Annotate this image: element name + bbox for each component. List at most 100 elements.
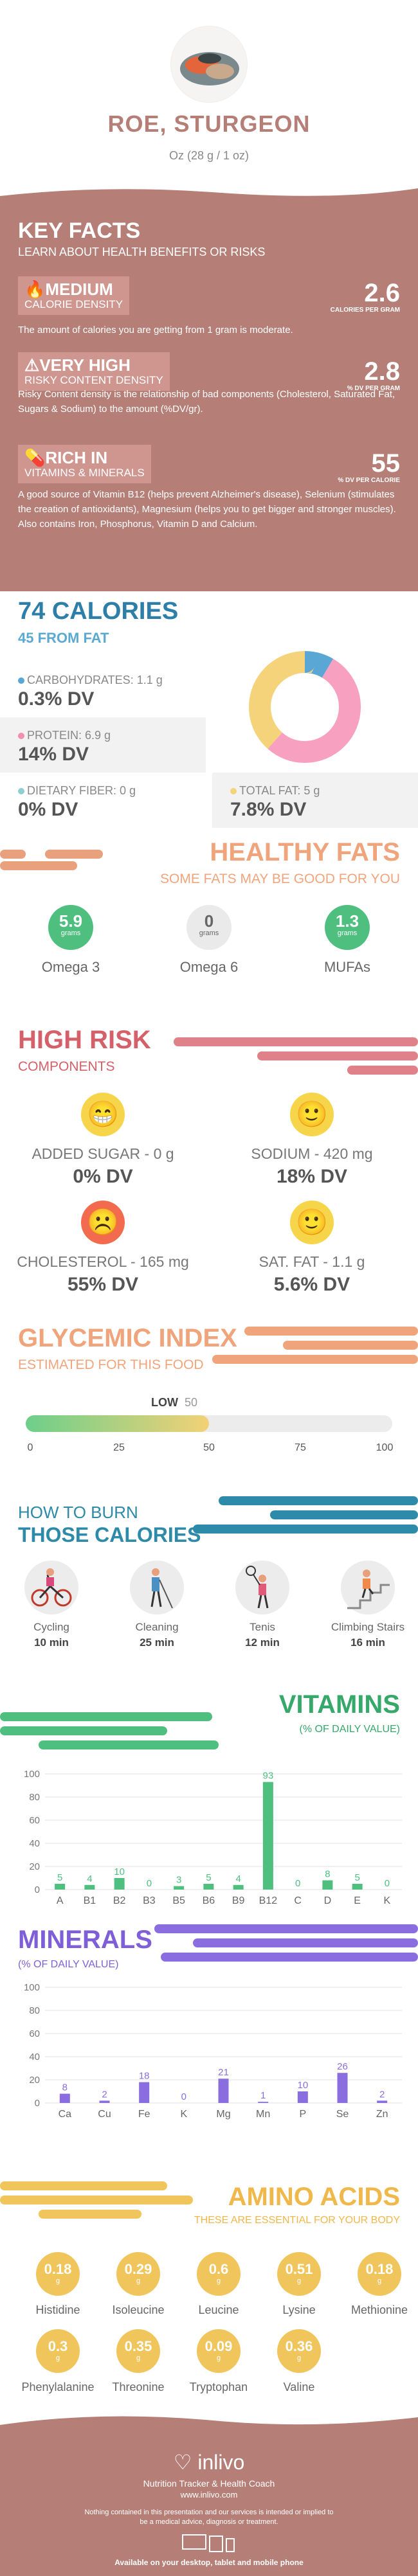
amino-circle: 0.35 g <box>116 2329 160 2373</box>
nutrient-fiber: DIETARY FIBER: 0 g 0% DV <box>18 784 136 820</box>
cholesterol-dv: 55% DV <box>67 1274 139 1295</box>
amino-circle: 0.51 g <box>277 2252 321 2296</box>
cycling-label: Cycling <box>33 1621 69 1633</box>
vitamins-minerals-label: 💊RICH IN VITAMINS & MINERALS <box>18 445 151 483</box>
healthy-fats-title: HEALTHY FATS <box>210 838 400 866</box>
bar-value-label: 0 <box>147 1878 152 1889</box>
calories-donut-chart <box>249 651 361 763</box>
bar-value-label: 8 <box>325 1869 330 1880</box>
stairs-icon <box>341 1561 395 1614</box>
calorie-density-desc: The amount of calories you are getting f… <box>18 325 293 335</box>
mufas-circle: 1.3 grams <box>325 905 370 950</box>
bar-B5 <box>174 1886 185 1890</box>
bar-value-label: 18 <box>139 2071 150 2082</box>
amino-label: Phenylalanine <box>21 2381 95 2393</box>
cholesterol-face-icon: ☹️ <box>81 1201 125 1244</box>
stripe <box>193 1938 418 1947</box>
omega6-circle: 0 grams <box>186 905 232 950</box>
tick-label: 25 <box>113 1442 125 1453</box>
brand-logo[interactable]: ♡ inlivo <box>173 2451 245 2474</box>
tennis-icon <box>235 1561 289 1614</box>
x-tick-label: Ca <box>59 2109 72 2120</box>
added-sugar-face-icon: 😁 <box>81 1093 125 1136</box>
omega3-circle: 5.9 grams <box>48 905 93 950</box>
amino-label: Tryptophan <box>189 2381 248 2393</box>
bar-value-label: 5 <box>206 1872 211 1883</box>
stairs-label: Climbing Stairs <box>331 1621 405 1633</box>
bar-value-label: 21 <box>218 2067 229 2078</box>
bar-Cu <box>99 2100 110 2103</box>
wave-divider <box>0 2411 418 2425</box>
sat-fat-dv: 5.6% DV <box>273 1274 350 1295</box>
stripe <box>193 1525 418 1534</box>
stripe <box>0 850 26 859</box>
amino-label: Isoleucine <box>112 2303 165 2316</box>
minerals-bar-chart: 100 80 60 40 20 0 8 Ca 2 Cu 18 Fe 0 K 21 Mg 1 Mn 10 P 26 Se 2 Z… <box>24 1982 402 2120</box>
x-tick-label: A <box>57 1895 64 1906</box>
calories-title: 74 CALORIES <box>18 598 179 625</box>
omega3-label: Omega 3 <box>41 959 100 975</box>
bar-Fe <box>139 2082 150 2103</box>
nutrient-protein: PROTEIN: 6.9 g 14% DV <box>0 717 206 773</box>
y-tick-label: 20 <box>29 2075 40 2086</box>
vitamins-minerals-value: 55 % DV PER CALORIE <box>338 449 400 484</box>
minerals-subtitle: (% OF DAILY VALUE) <box>18 1959 119 1970</box>
x-tick-label: Cu <box>98 2109 111 2120</box>
bar-B9 <box>233 1884 244 1890</box>
bar-D <box>322 1880 333 1890</box>
tick-label: 0 <box>27 1442 33 1453</box>
x-tick-label: Fe <box>138 2109 150 2120</box>
healthy-fats-subtitle: SOME FATS MAY BE GOOD FOR YOU <box>159 872 400 886</box>
sat-fat-label: SAT. FAT - 1.1 g <box>259 1253 365 1270</box>
y-tick-label: 80 <box>29 1792 40 1803</box>
bar-E <box>352 1884 363 1890</box>
bar-value-label: 10 <box>297 2080 308 2091</box>
donut-slice-fat <box>249 651 361 763</box>
x-tick-label: B2 <box>113 1895 126 1906</box>
x-tick-label: Mg <box>216 2109 230 2120</box>
heart-icon: ♡ <box>173 2451 192 2474</box>
food-image <box>170 26 248 103</box>
added-sugar-label: ADDED SUGAR - 0 g <box>32 1145 174 1162</box>
y-tick-label: 0 <box>35 2098 40 2109</box>
bar-value-label: 10 <box>114 1866 125 1877</box>
bar-value-label: 8 <box>62 2082 68 2093</box>
bar-Mg <box>218 2079 229 2103</box>
dot-icon <box>18 733 24 739</box>
amino-circle: 0.29 g <box>116 2252 160 2296</box>
stripe <box>39 2210 141 2219</box>
bar-value-label: 93 <box>263 1771 274 1782</box>
x-tick-label: B9 <box>232 1895 245 1906</box>
bar-value-label: 2 <box>102 2089 107 2100</box>
cycling-time: 10 min <box>34 1636 69 1649</box>
amino-circle: 0.3 g <box>36 2329 80 2373</box>
wave-divider <box>0 179 418 196</box>
tick-label: 50 <box>203 1442 215 1453</box>
serving-size: Oz (28 g / 1 oz) <box>168 149 250 162</box>
x-tick-label: B12 <box>259 1895 278 1906</box>
key-facts-section: KEY FACTS LEARN ABOUT HEALTH BENEFITS OR… <box>0 179 418 591</box>
minerals-title: MINERALS <box>18 1926 152 1954</box>
footer: ♡ inlivo Nutrition Tracker & Health Coac… <box>0 2411 418 2576</box>
bar-value-label: 26 <box>337 2061 348 2072</box>
bar-Zn <box>377 2100 388 2103</box>
tennis-label: Tenis <box>250 1621 275 1633</box>
y-tick-label: 100 <box>24 1769 40 1780</box>
bar-value-label: 3 <box>176 1875 181 1886</box>
cleaning-icon <box>130 1561 184 1614</box>
y-tick-label: 60 <box>29 2028 40 2039</box>
bar-value-label: 5 <box>354 1872 359 1883</box>
header: ROE, STURGEON Oz (28 g / 1 oz) <box>0 0 418 193</box>
brand-url[interactable]: www.inlivo.com <box>180 2490 238 2500</box>
stripe <box>39 1740 219 1749</box>
bar-value-label: 5 <box>57 1872 62 1883</box>
y-tick-label: 100 <box>24 1982 40 1993</box>
stripe <box>0 2196 193 2205</box>
amino-label: Methionine <box>350 2303 408 2316</box>
tick-label: 100 <box>376 1442 394 1453</box>
calories-from-fat: 45 FROM FAT <box>18 630 109 646</box>
y-tick-label: 60 <box>29 1815 40 1826</box>
vitamins-bar-chart: 1008060402005A4B110B20B33B55B64B993B120C… <box>24 1769 402 1906</box>
stairs-time: 16 min <box>350 1636 385 1649</box>
y-tick-label: 40 <box>29 2052 40 2062</box>
